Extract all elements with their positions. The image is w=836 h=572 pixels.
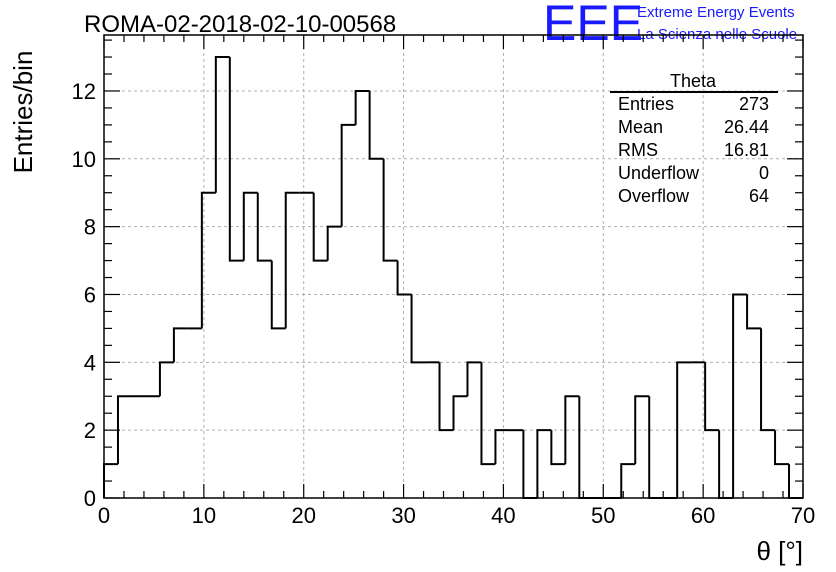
histogram-bin	[522, 430, 538, 499]
histogram-bin	[312, 192, 328, 262]
histogram-bin	[368, 90, 384, 160]
stats-rows: Entries 273 Mean 26.44 RMS 16.81 Underflow 0 Ove…	[618, 94, 769, 206]
stats-value: 273	[739, 94, 769, 114]
histogram-bin	[214, 56, 230, 193]
histogram-bin	[340, 123, 356, 227]
plot-frame	[103, 34, 804, 499]
histogram-bin	[494, 429, 510, 465]
histogram-bin	[354, 89, 370, 125]
y-tick-label: 12	[72, 79, 96, 104]
stats-value: 64	[749, 186, 769, 206]
histogram-bin	[564, 395, 580, 465]
histogram-bin	[396, 260, 412, 296]
logo-line1: Extreme Energy Events	[637, 4, 795, 21]
histogram-bin	[620, 463, 636, 498]
axis-ticks	[103, 35, 804, 499]
stats-value: 0	[759, 163, 769, 183]
histogram-bin	[228, 57, 244, 262]
x-tick-label: 30	[391, 503, 415, 528]
histogram-bin	[536, 429, 552, 498]
histogram-bin	[242, 191, 258, 261]
histogram-bin	[270, 260, 286, 330]
y-tick-label: 10	[72, 147, 96, 172]
histogram-bin	[732, 293, 748, 498]
y-tick-label: 4	[84, 350, 96, 375]
stats-label: RMS	[618, 140, 658, 160]
histogram-bin	[480, 362, 496, 466]
stats-label: Mean	[618, 117, 663, 137]
chart-title: ROMA-02-2018-02-10-00568	[84, 11, 396, 38]
histogram-bin	[676, 361, 692, 498]
x-tick-label: 10	[192, 503, 216, 528]
x-tick-label: 20	[291, 503, 315, 528]
histogram-bin	[466, 361, 482, 397]
plot-frame-rect	[103, 34, 804, 499]
histogram-bin	[256, 192, 272, 262]
histogram-bin	[774, 430, 790, 466]
stats-label: Underflow	[618, 163, 700, 183]
stats-value: 16.81	[724, 140, 769, 160]
histogram-bin	[760, 328, 776, 432]
histogram-bin	[648, 396, 664, 499]
stats-label: Overflow	[618, 186, 690, 206]
histogram-bin	[158, 361, 174, 397]
histogram-bin	[550, 430, 566, 466]
histogram-bin	[704, 362, 720, 432]
y-tick-label: 2	[84, 418, 96, 443]
histogram-bin	[284, 191, 300, 329]
y-axis-label: Entries/bin	[8, 51, 38, 174]
histogram-bin	[382, 158, 398, 262]
x-tick-label: 70	[791, 503, 815, 528]
y-tick-label: 6	[84, 282, 96, 307]
axis-tick-labels: 0 10 20 30 40 50 60 70 0 2 4 6 8 10 12	[72, 79, 816, 528]
histogram-bin	[718, 430, 734, 499]
histogram-bin	[634, 395, 650, 465]
y-tick-label: 8	[84, 215, 96, 240]
x-tick-label: 50	[591, 503, 615, 528]
x-axis-label: θ [°]	[756, 536, 803, 566]
histogram-bin	[746, 294, 762, 330]
histogram-bin	[452, 395, 468, 431]
x-tick-label: 60	[691, 503, 715, 528]
histogram-bin	[578, 396, 594, 499]
histogram-bin	[200, 191, 216, 329]
stats-label: Entries	[618, 94, 674, 114]
logo-mark: EEE	[543, 0, 643, 51]
histogram-bars	[103, 56, 803, 499]
histogram-bin	[410, 294, 426, 364]
stats-title: Theta	[670, 71, 717, 91]
eee-logo: EEE Extreme Energy Events La Scienza nel…	[543, 0, 797, 51]
histogram-bin	[172, 327, 188, 363]
stats-value: 26.44	[724, 117, 769, 137]
histogram-bin	[326, 225, 342, 261]
x-tick-label: 40	[491, 503, 515, 528]
histogram-bin	[438, 362, 454, 432]
stats-box: Theta Entries 273 Mean 26.44 RMS 16.81 Underfl…	[610, 71, 778, 206]
histogram-bin	[116, 395, 132, 465]
x-tick-label: 0	[98, 503, 110, 528]
y-tick-label: 0	[84, 486, 96, 511]
